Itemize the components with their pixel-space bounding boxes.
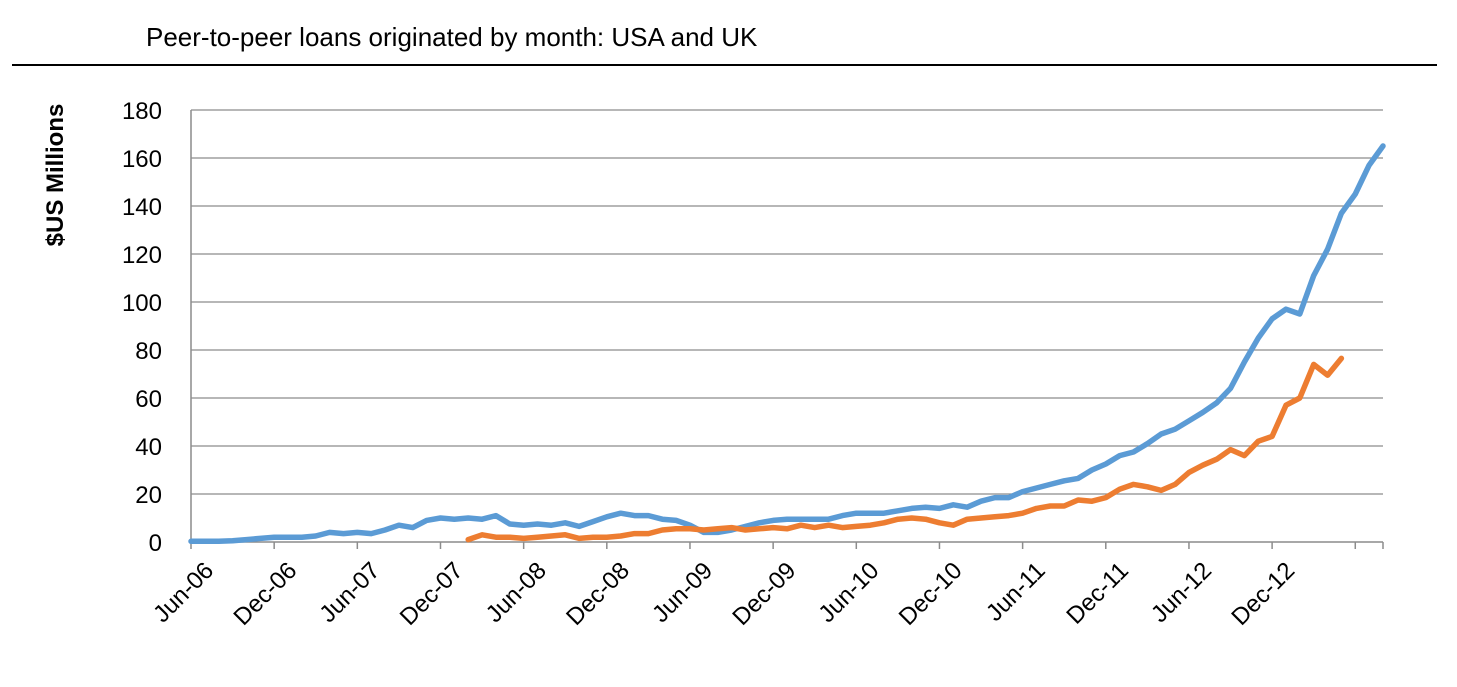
series-line-2 xyxy=(465,355,1345,543)
y-axis-ticks: 0 20 40 60 80 100 120 140 160 180 xyxy=(122,98,162,557)
y-tick-label: 40 xyxy=(135,434,162,461)
x-tick-label: Jun-07 xyxy=(314,557,385,628)
x-tick-label: Jun-10 xyxy=(813,557,884,628)
x-tick-label: Dec-08 xyxy=(561,557,635,631)
gridlines xyxy=(191,109,1383,495)
y-tick-label: 80 xyxy=(135,338,162,365)
y-tick-label: 100 xyxy=(122,290,162,317)
x-tick-label: Jun-08 xyxy=(481,557,552,628)
title-rule xyxy=(12,64,1437,66)
series-lines xyxy=(188,143,1386,545)
x-axis: Jun-06 Dec-06 Jun-07 Dec-07 Jun-08 Dec-08 Jun-… xyxy=(148,110,1384,631)
x-tick-label: Jun-11 xyxy=(981,557,1051,627)
series-line-1 xyxy=(188,143,1386,545)
y-tick-label: 20 xyxy=(135,482,162,509)
y-tick-label: 180 xyxy=(122,98,162,125)
x-tick-label: Dec-10 xyxy=(894,557,968,631)
x-tick-label: Jun-06 xyxy=(148,557,219,628)
x-tick-label: Dec-06 xyxy=(228,557,302,631)
x-tick-label: Jun-12 xyxy=(1146,557,1217,628)
chart-title: Peer-to-peer loans originated by month: … xyxy=(146,22,758,52)
y-tick-label: 160 xyxy=(122,146,162,173)
x-tick-label: Dec-11 xyxy=(1061,557,1134,630)
x-tick-label: Dec-09 xyxy=(727,557,801,631)
x-tick-label: Dec-12 xyxy=(1226,557,1300,631)
y-tick-label: 60 xyxy=(135,386,162,413)
y-tick-label: 0 xyxy=(149,530,162,557)
y-axis-label: $US Millions xyxy=(42,104,69,247)
x-tick-label: Dec-07 xyxy=(395,557,469,631)
y-tick-label: 120 xyxy=(122,242,162,269)
y-tick-label: 140 xyxy=(122,194,162,221)
x-tick-label: Jun-09 xyxy=(647,557,718,628)
